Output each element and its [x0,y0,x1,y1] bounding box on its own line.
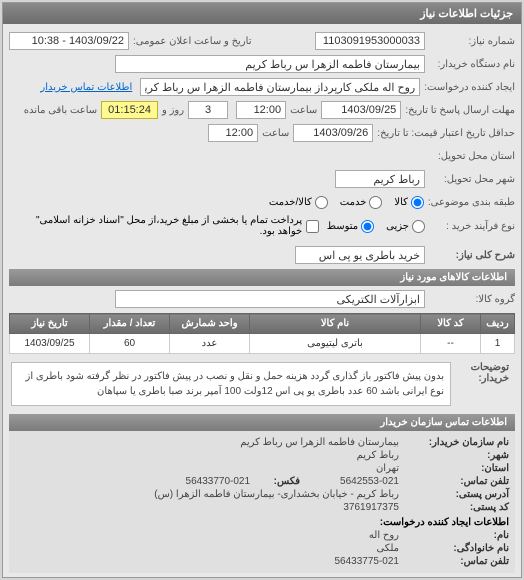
th-date: تاریخ نیاز [10,314,90,334]
c-phone2-label: تلفن تماس: [399,556,509,567]
city-label: شهر محل تحویل: [425,174,515,185]
c-org: بیمارستان فاطمه الزهرا س رباط کریم [240,437,399,448]
c-fax: 56433770-021 [186,476,251,487]
c-phone-label: تلفن تماس: [399,476,509,487]
buyer-org-label: نام دستگاه خریدار: [425,59,515,70]
c-phone: 5642553-021 [340,476,399,487]
items-table: ردیف کد کالا نام کالا واحد شمارش تعداد /… [9,313,515,354]
remain-suffix: ساعت باقی مانده [20,105,101,116]
group-input[interactable] [115,290,425,308]
deadline-time-input[interactable] [236,101,286,119]
contact-link[interactable]: اطلاعات تماس خریدار [40,82,132,93]
category-label: طبقه بندی موضوعی: [424,197,515,208]
need-no-input[interactable] [315,32,425,50]
remain-days-input[interactable] [188,101,228,119]
day-label: روز و [158,105,188,116]
c-postal: 3761917375 [343,502,399,513]
creator-info-header: اطلاعات ایجاد کننده درخواست: [380,517,509,528]
th-qty: تعداد / مقدار [90,314,170,334]
td-idx: 1 [481,334,515,354]
radio-small-input[interactable] [412,220,425,233]
radio-medium-input[interactable] [361,220,374,233]
items-header: اطلاعات کالاهای مورد نیاز [9,269,515,286]
radio-service-input[interactable] [369,196,382,209]
process-radios: جزیی متوسط [327,220,425,233]
payment-checkbox[interactable] [306,220,319,233]
buyer-desc-box: بدون پیش فاکتور باز گذاری گردد هزینه حمل… [11,362,451,406]
creator-input[interactable] [140,78,420,96]
radio-kala-input[interactable] [411,196,424,209]
td-date: 1403/09/25 [10,334,90,354]
payment-checkbox-row[interactable]: پرداخت تمام یا بخشی از مبلغ خرید،از محل … [9,215,319,237]
buyer-desc-label: توضیحات خریدار: [453,360,513,408]
td-qty: 60 [90,334,170,354]
c-org-label: نام سازمان خریدار: [399,437,509,448]
table-row[interactable]: 1 -- باتری لیتیومی عدد 60 1403/09/25 [10,334,515,354]
td-code: -- [421,334,481,354]
radio-both-input[interactable] [315,196,328,209]
need-desc-label: شرح کلی نیاز: [425,250,515,261]
th-name: نام کالا [250,314,421,334]
min-valid-date-input[interactable] [293,124,373,142]
th-code: کد کالا [421,314,481,334]
panel-title: جزئیات اطلاعات نیاز [3,3,521,24]
c-province: تهران [376,463,399,474]
contact-section: نام سازمان خریدار: بیمارستان فاطمه الزهر… [9,431,515,573]
province-label: استان محل تحویل: [425,151,515,162]
hour-label-2: ساعت [258,128,293,139]
c-fax-label: فکس: [250,476,300,487]
remain-time: 01:15:24 [101,101,158,119]
buyer-org-input[interactable] [115,55,425,73]
main-section: شماره نیاز: تاریخ و ساعت اعلان عمومی: نا… [3,24,521,577]
c-family-label: نام خانوادگی: [399,543,509,554]
deadline-date-input[interactable] [321,101,401,119]
c-phone2: 56433775-021 [334,556,399,567]
c-name-label: نام: [399,530,509,541]
details-panel: جزئیات اطلاعات نیاز شماره نیاز: تاریخ و … [2,2,522,578]
hour-label-1: ساعت [286,105,321,116]
min-valid-label: حداقل تاریخ اعتبار قیمت: تا تاریخ: [373,128,515,139]
category-radios: کالا خدمت کالا/خدمت [269,196,424,209]
need-no-label: شماره نیاز: [425,36,515,47]
radio-both[interactable]: کالا/خدمت [269,196,328,209]
c-city: رباط کریم [357,450,399,461]
c-city-label: شهر: [399,450,509,461]
c-name: روح اله [369,530,399,541]
process-label: نوع فرآیند خرید : [425,221,515,232]
group-label: گروه کالا: [425,294,515,305]
c-postal-label: کد پستی: [399,502,509,513]
radio-kala[interactable]: کالا [394,196,424,209]
payment-check-label: پرداخت تمام یا بخشی از مبلغ خرید،از محل … [9,215,302,237]
td-unit: عدد [170,334,250,354]
radio-small[interactable]: جزیی [386,220,425,233]
th-unit: واحد شمارش [170,314,250,334]
c-family: ملکی [376,543,399,554]
announce-input[interactable] [9,32,129,50]
th-row: ردیف [481,314,515,334]
announce-label: تاریخ و ساعت اعلان عمومی: [129,36,252,47]
creator-label: ایجاد کننده درخواست: [420,82,515,93]
c-addr: رباط کریم - خیابان بخشداری- بیمارستان فا… [154,489,399,500]
radio-service[interactable]: خدمت [340,196,383,209]
radio-medium[interactable]: متوسط [327,220,374,233]
deadline-label: مهلت ارسال پاسخ تا تاریخ: [401,105,515,116]
min-valid-time-input[interactable] [208,124,258,142]
td-name: باتری لیتیومی [250,334,421,354]
need-desc-input[interactable] [295,246,425,264]
city-input[interactable] [335,170,425,188]
c-addr-label: آدرس پستی: [399,489,509,500]
c-province-label: استان: [399,463,509,474]
contact-header: اطلاعات تماس سازمان خریدار [9,414,515,431]
